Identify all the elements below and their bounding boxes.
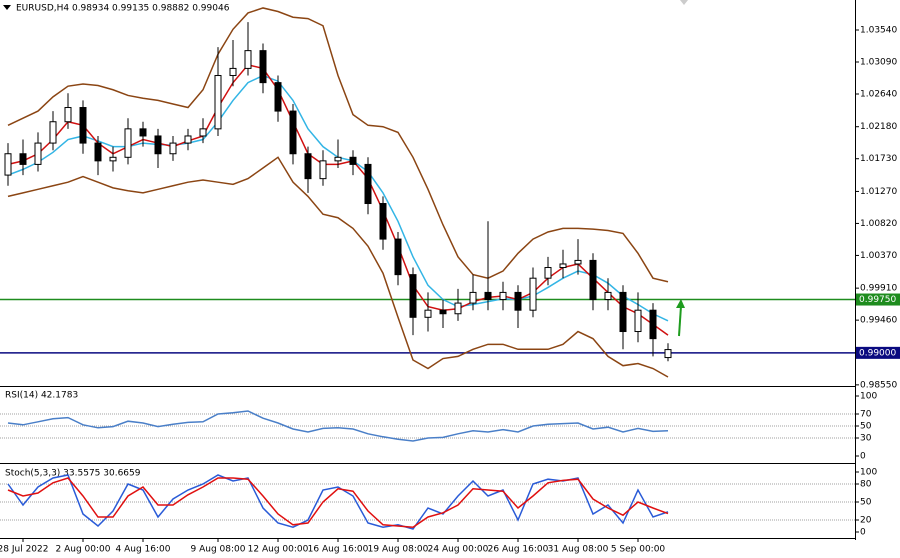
forecast-arrow [676,299,685,337]
indicator-line [7,477,669,528]
candle-body [334,156,342,162]
y-tick-label: 100 [860,468,877,478]
candle-body [409,274,417,318]
y-tick-label: 100 [860,392,877,402]
y-tick-label: 1.03540 [860,26,897,36]
candle-body [274,82,282,112]
x-tick-label: 4 Aug 16:00 [116,545,171,555]
candle-body [649,309,657,340]
indicator-line [7,410,669,442]
indicator-line [7,156,669,378]
y-tick-label: 0.99910 [860,284,897,294]
x-tick-label: 28 Jul 2022 [0,545,48,555]
rsi-title: RSI(14) 42.1783 [5,391,78,401]
shift-marker [680,0,688,5]
level-label: 0.99000 [859,348,896,358]
y-tick-label: 1.00820 [860,219,897,229]
y-tick-label: 20 [860,516,872,526]
y-tick-label: 1.03090 [860,58,897,68]
candle-body [184,135,192,144]
x-tick-label: 5 Sep 00:00 [611,545,666,555]
candle-body [49,121,57,144]
candle-body [139,128,147,137]
candle-body [664,349,672,359]
y-tick-label: 1.01730 [860,154,897,164]
x-tick-label: 24 Aug 00:00 [428,545,489,555]
indicator-line [7,7,669,283]
candle-body [499,291,507,301]
candle-body [454,302,462,315]
level-label-box [856,293,900,306]
candle-body [439,309,447,315]
candle-body [604,291,612,301]
candle-body [529,277,537,311]
candle-body [559,263,567,269]
candle-body [154,135,162,155]
y-tick-label: 50 [860,498,872,508]
candle-body [244,50,252,69]
y-tick-label: 50 [860,422,872,432]
candle-body [124,128,132,158]
candle-body [34,142,42,165]
candle-body [214,75,222,130]
candle-body [619,291,627,333]
candle-body [349,156,357,165]
x-tick-label: 16 Aug 16:00 [308,545,369,555]
y-tick-label: 30 [860,434,872,444]
level-label: 0.99750 [859,295,896,305]
level-label-box [856,346,900,359]
candle-body [544,267,552,279]
candle-body [634,309,642,333]
candle-body [4,153,12,176]
candle-body [514,291,522,311]
y-tick-label: 1.02640 [860,90,897,100]
y-tick-label: 70 [860,410,872,420]
candle-body [79,107,87,144]
candle-body [199,128,207,137]
candle-body [94,142,102,162]
candle-body [589,259,597,301]
candle-body [229,67,237,77]
y-tick-label: 0 [860,452,866,462]
x-tick-label: 31 Aug 08:00 [548,545,609,555]
candle-body [379,203,387,240]
candle-body [64,107,72,123]
candle-body [484,291,492,301]
candle-body [289,110,297,155]
candle-body [574,259,582,265]
candle-body [319,160,327,180]
y-tick-label: 1.01270 [860,187,897,197]
x-tick-label: 12 Aug 00:00 [248,545,309,555]
candle-body [424,309,432,318]
x-tick-label: 9 Aug 08:00 [191,545,246,555]
x-tick-label: 19 Aug 08:00 [368,545,429,555]
y-tick-label: 0.98550 [860,380,897,390]
candle-body [169,142,177,155]
indicator-line [7,474,669,530]
candle-body [259,50,267,84]
candle-body [394,238,402,276]
candle-body [469,291,477,304]
chart-title: EURUSD,H4 0.98934 0.99135 0.98882 0.9904… [16,4,230,14]
y-tick-label: 1.00370 [860,251,897,261]
menu-arrow[interactable] [3,5,11,10]
candle-body [19,153,27,165]
candle-body [364,163,372,205]
candle-body [304,153,312,180]
x-tick-label: 2 Aug 00:00 [56,545,111,555]
y-tick-label: 80 [860,480,872,490]
x-tick-label: 26 Aug 16:00 [488,545,549,555]
candle-body [109,156,117,162]
y-tick-label: 0.99460 [860,316,897,326]
y-tick-label: 0 [860,528,866,538]
stoch-title: Stoch(5,3,3) 33.5575 30.6659 [5,469,141,479]
y-tick-label: 1.02180 [860,122,897,132]
